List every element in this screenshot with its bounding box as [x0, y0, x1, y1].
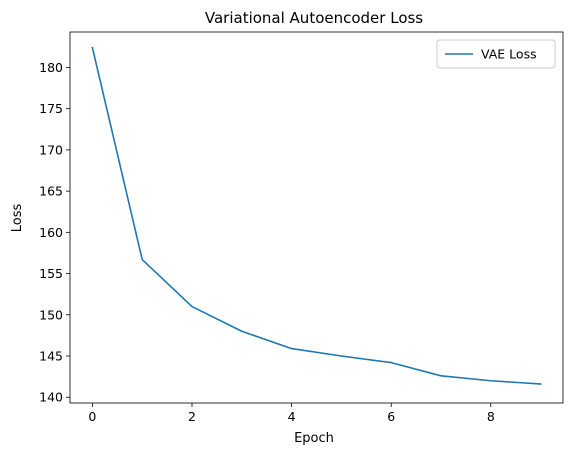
data-point: [241, 330, 243, 333]
legend: VAE Loss: [436, 39, 556, 69]
y-tick-label: 140: [39, 390, 63, 405]
data-point: [539, 383, 542, 385]
x-tick-label: 0: [88, 409, 96, 424]
data-point: [191, 305, 193, 308]
x-tick-label: 6: [387, 409, 395, 424]
x-tick-label: 2: [188, 409, 196, 424]
axes-frame: [69, 31, 564, 404]
x-axis-label: Epoch: [294, 431, 334, 446]
x-tick-label: 4: [288, 409, 296, 424]
chart-title: Variational Autoencoder Loss: [205, 9, 423, 27]
y-tick-label: 155: [39, 266, 63, 281]
data-point: [141, 258, 144, 261]
y-tick-label: 160: [39, 225, 63, 240]
y-tick-label: 165: [39, 184, 63, 199]
x-tick-label: 8: [487, 409, 495, 424]
data-point: [489, 379, 492, 382]
y-tick-label: 175: [39, 101, 63, 116]
data-point: [290, 347, 293, 350]
data-point: [340, 355, 343, 357]
y-tick-label: 170: [39, 142, 63, 157]
y-tick-label: 180: [39, 60, 63, 75]
legend-label: VAE Loss: [481, 47, 537, 62]
y-axis-label: Loss: [10, 204, 25, 233]
data-point: [390, 361, 393, 364]
series-line-0: [91, 46, 542, 385]
x-axis: 0 2 4 6 8: [88, 403, 495, 424]
y-tick-label: 145: [39, 349, 63, 364]
data-point: [91, 46, 94, 49]
data-point: [440, 374, 442, 377]
plot-area: [69, 31, 564, 404]
y-tick-label: 150: [39, 307, 63, 322]
legend-box: [436, 39, 556, 69]
y-axis: 140 145 150 155 160 165 170 175 180: [39, 60, 70, 405]
